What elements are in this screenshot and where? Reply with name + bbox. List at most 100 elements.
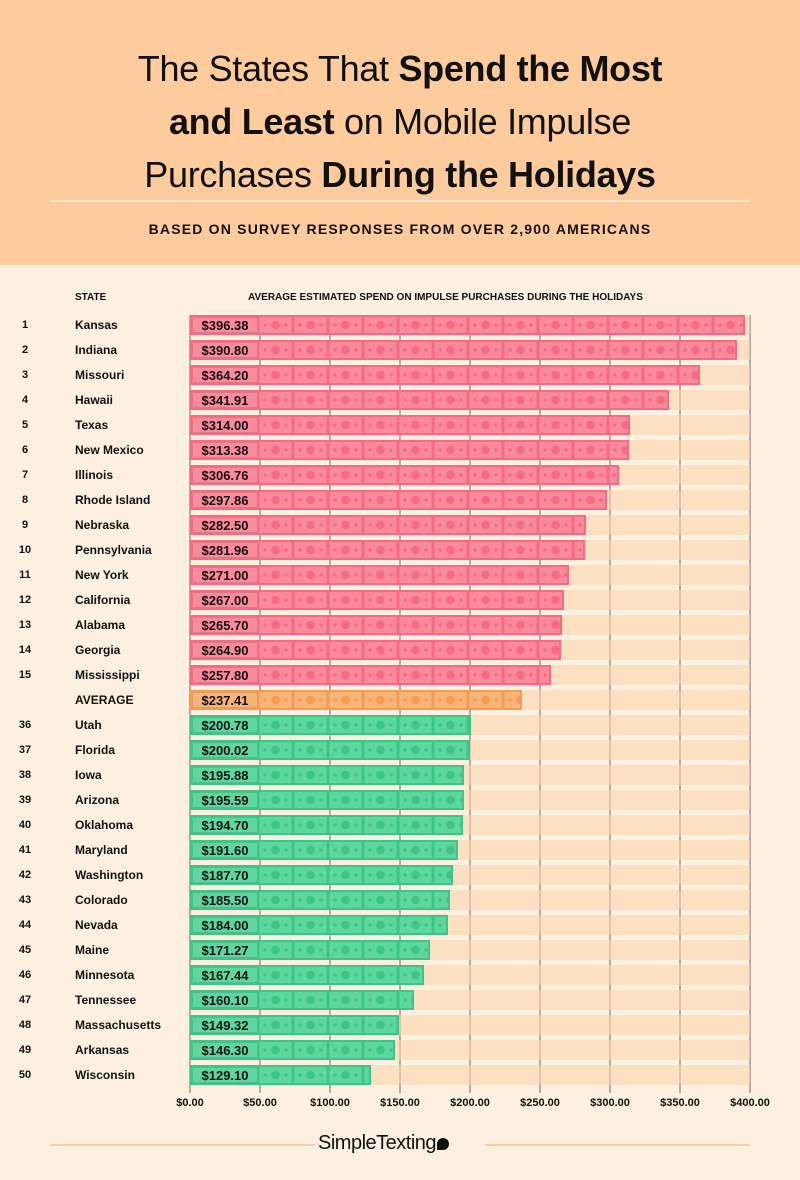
rank: 11 [19,569,31,581]
value-label: $146.30 [192,1042,258,1058]
rank: 36 [18,719,32,731]
state-name: Illinois [75,468,114,482]
bar-bottom: $184.00 [190,915,448,935]
bar-bottom: $146.30 [190,1040,395,1060]
bar-bottom: $200.02 [190,740,471,760]
bar-bottom: $195.88 [190,765,465,785]
rank: 45 [18,944,32,956]
value-label: $297.86 [192,492,258,508]
state-name: Arkansas [75,1043,130,1057]
table-row: 9 Nebraska $282.50 [0,515,800,535]
value-label: $364.20 [192,367,258,383]
bar-bottom: $191.60 [190,840,459,860]
table-row: 8 Rhode Island $297.86 [0,490,800,510]
rank: 1 [21,319,29,331]
value-label: $160.10 [192,992,258,1008]
table-row: 46 Minnesota $167.44 [0,965,800,985]
rank: 47 [18,994,32,1006]
subtitle: BASED ON SURVEY RESPONSES FROM OVER 2,90… [148,221,652,237]
tick-mark [189,1085,191,1093]
value-label: $191.60 [192,842,258,858]
bar-bottom: $194.70 [190,815,463,835]
tick-mark [399,1085,401,1093]
tick-mark [539,1085,541,1093]
bar-top: $264.90 [190,640,561,660]
state-name: Rhode Island [75,493,151,507]
value-label: $265.70 [192,617,258,633]
table-row: 48 Massachusetts $149.32 [0,1015,800,1035]
bar-top: $396.38 [190,315,745,335]
state-name: Wisconsin [75,1068,135,1082]
table-row: 41 Maryland $191.60 [0,840,800,860]
value-label: $200.78 [192,717,258,733]
rank: 8 [21,494,29,506]
state-name: Alabama [75,618,126,632]
tick-label: $300.00 [590,1097,630,1109]
rank: 49 [18,1044,32,1056]
rank: 44 [18,919,32,931]
bar-bottom: $171.27 [190,940,430,960]
rank: 15 [18,669,32,681]
rank: 50 [18,1069,32,1081]
state-name: Pennsylvania [75,543,152,557]
state-name: Washington [75,868,144,882]
bar-average: $237.41 [190,690,523,710]
bar-top: $265.70 [190,615,562,635]
rank: 6 [21,444,29,456]
value-label: $187.70 [192,867,258,883]
rank: 10 [18,544,32,556]
simpletexting-logo: SimpleTexting [318,1132,450,1155]
chart-title: AVERAGE ESTIMATED SPEND ON IMPULSE PURCH… [248,292,643,303]
bar-top: $257.80 [190,665,551,685]
bar-top: $282.50 [190,515,586,535]
title-segment: During the Holidays [321,154,656,195]
tick-label: $250.00 [520,1097,560,1109]
state-name: Maine [75,943,110,957]
rank: 12 [18,594,32,606]
value-label: $195.59 [192,792,258,808]
value-label: $281.96 [192,542,258,558]
value-label: $149.32 [192,1017,258,1033]
bar-bottom: $200.78 [190,715,472,735]
tick-label: $0.00 [176,1097,204,1109]
tick-mark [679,1085,681,1093]
rank: 7 [21,469,29,481]
title-segment: on Mobile Impulse [334,101,632,142]
table-row: 39 Arizona $195.59 [0,790,800,810]
header: The States That Spend the Most and Least … [0,0,800,265]
title-segment: The States That [137,48,399,89]
bar-top: $297.86 [190,490,607,510]
state-name: Arizona [75,793,120,807]
rank: 5 [21,419,29,431]
rank: 2 [21,344,29,356]
state-name: Colorado [75,893,128,907]
state-name: Georgia [75,643,121,657]
value-label: $194.70 [192,817,258,833]
footer-line-right [485,1144,750,1146]
table-row: 13 Alabama $265.70 [0,615,800,635]
bar-top: $341.91 [190,390,669,410]
value-label: $390.80 [192,342,258,358]
rank: 38 [18,769,32,781]
value-label: $257.80 [192,667,258,683]
divider [50,200,750,202]
value-label: $185.50 [192,892,258,908]
table-row: 15 Mississippi $257.80 [0,665,800,685]
page-title: The States That Spend the Most and Least … [0,42,800,201]
tick-label: $200.00 [450,1097,490,1109]
rank: 13 [18,619,32,631]
state-name: Florida [75,743,116,757]
footer-line-left [50,1144,315,1146]
value-label: $184.00 [192,917,258,933]
bar-top: $314.00 [190,415,630,435]
rank: 9 [21,519,29,531]
value-label: $271.00 [192,567,258,583]
logo-text: SimpleTexting [318,1132,437,1154]
value-label: $195.88 [192,767,258,783]
state-name: Maryland [75,843,128,857]
rank: 43 [18,894,32,906]
state-name: Minnesota [75,968,135,982]
bar-top: $313.38 [190,440,629,460]
rank: 14 [18,644,32,656]
bar-bottom: $149.32 [190,1015,400,1035]
